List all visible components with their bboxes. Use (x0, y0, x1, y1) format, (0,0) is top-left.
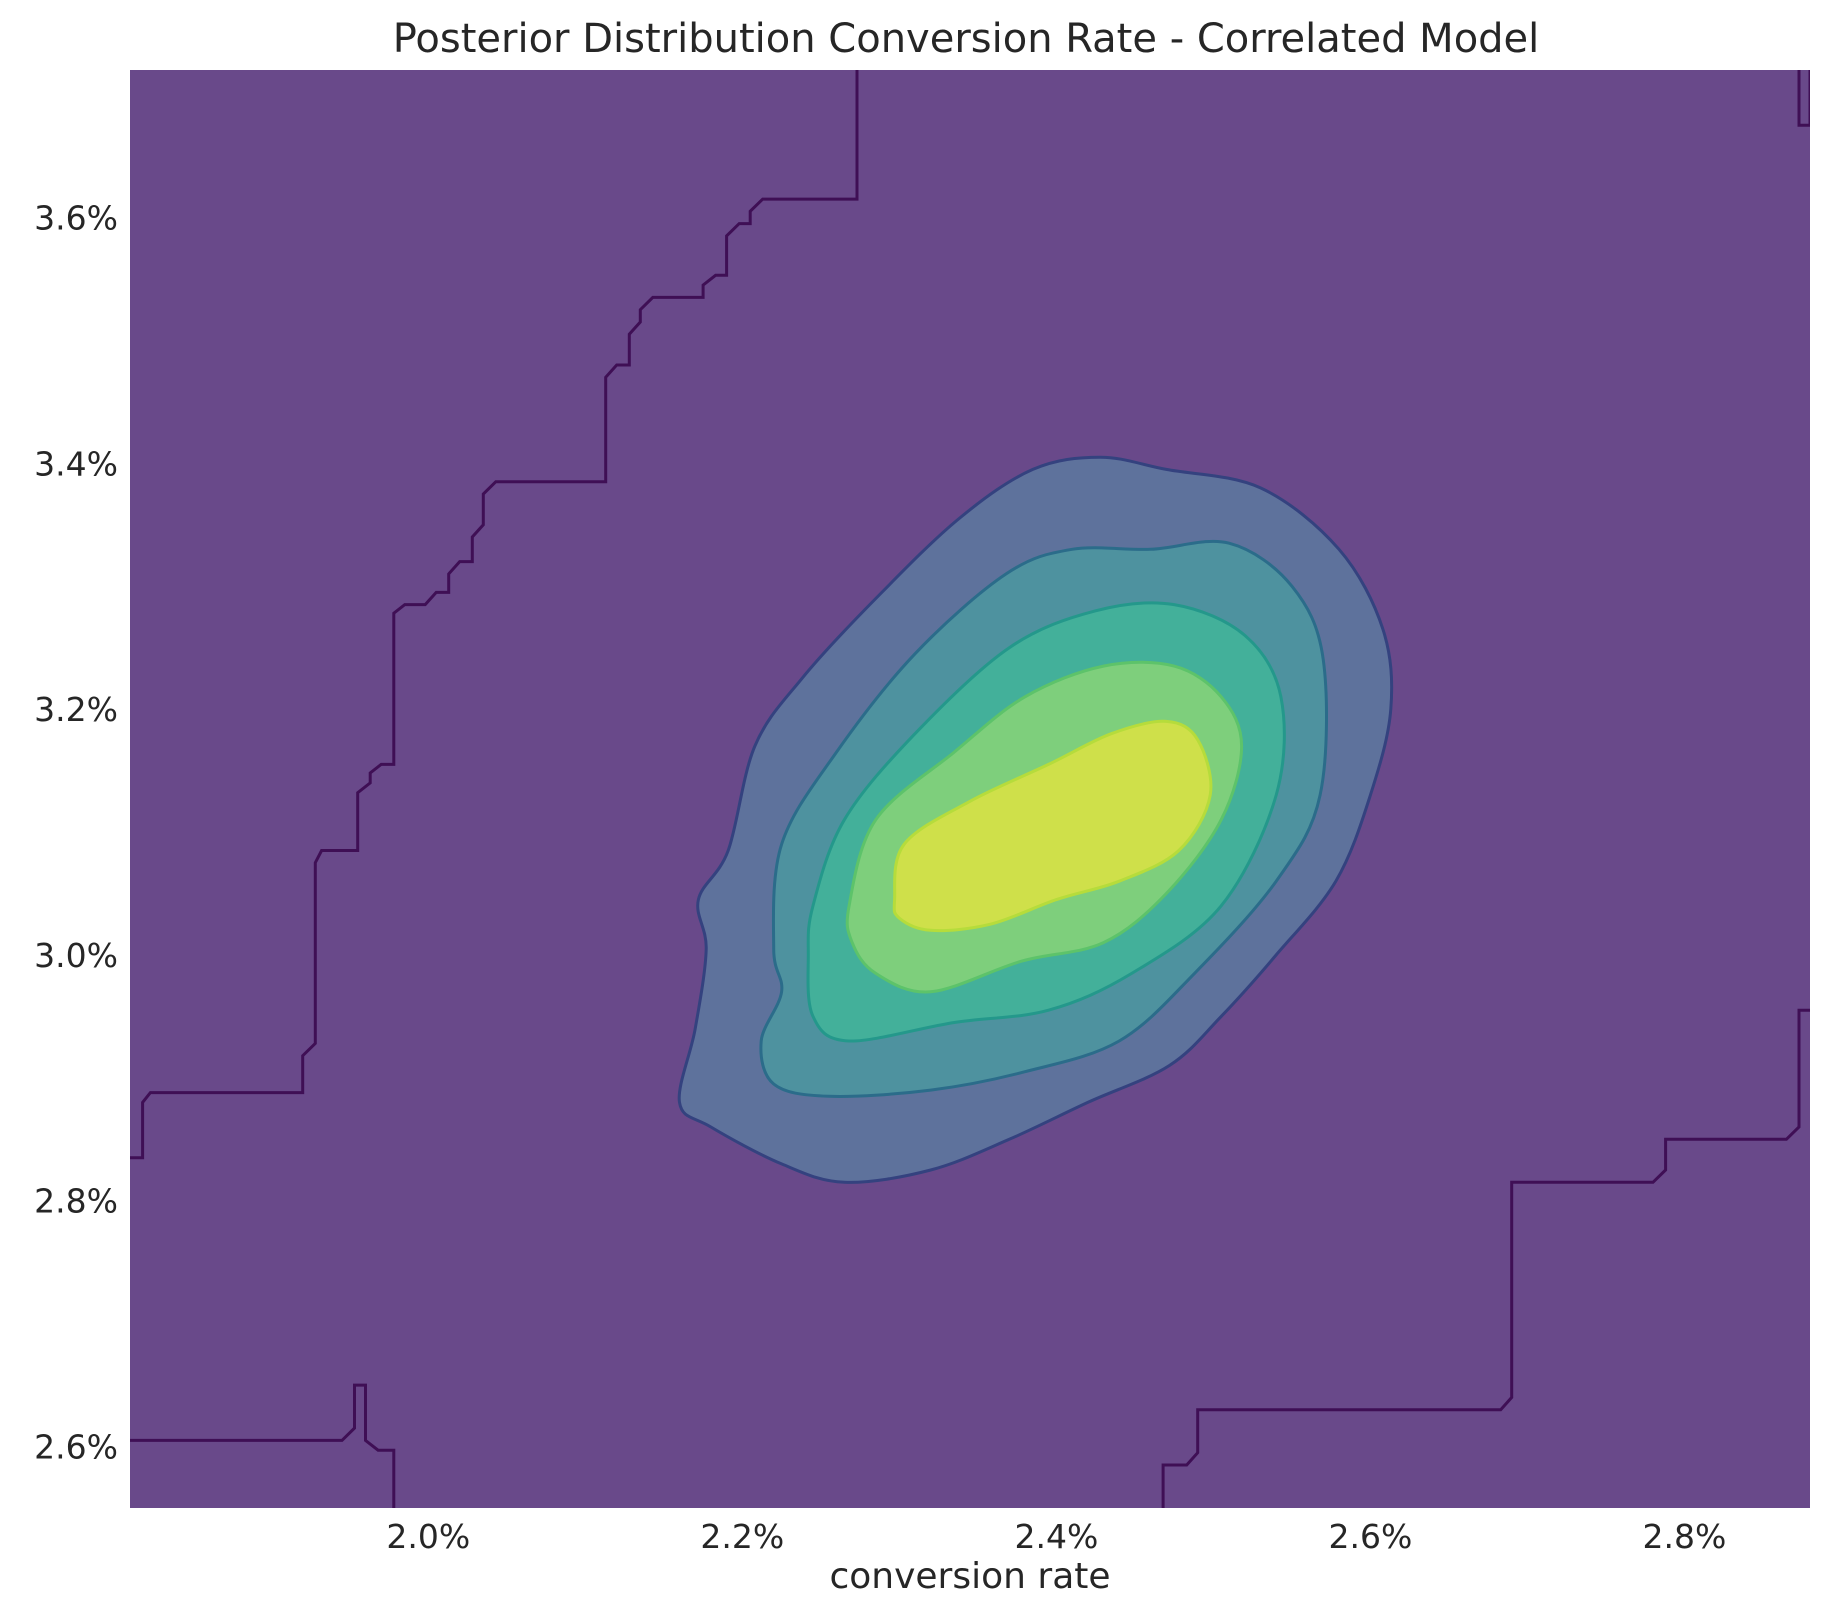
y-tick-label: 2.6% (34, 1428, 118, 1467)
y-axis-ticks: 2.6% 2.8% 3.0% 3.2% 3.4% 3.6% (34, 199, 118, 1467)
x-tick-label: 2.4% (1014, 1517, 1098, 1556)
outer-contour-segment-1 (1797, 70, 1810, 127)
x-axis-label: conversion rate (829, 1556, 1110, 1597)
x-tick-label: 2.2% (700, 1517, 784, 1556)
outer-contour-segment-3 (130, 1383, 396, 1508)
y-tick-label: 3.0% (34, 936, 118, 975)
contour-lines (677, 455, 1394, 1184)
y-tick-label: 3.4% (34, 444, 118, 483)
outer-contour-segment-2 (1161, 1008, 1810, 1508)
y-tick-label: 3.2% (34, 690, 118, 729)
contour-fill-level-5 (894, 721, 1211, 931)
contour-fills (679, 457, 1392, 1183)
y-tick-label: 3.6% (34, 199, 118, 238)
outer-contour-segment-0 (130, 70, 859, 1160)
x-axis-ticks: 2.0% 2.2% 2.4% 2.6% 2.8% (386, 1517, 1726, 1556)
x-tick-label: 2.0% (386, 1517, 470, 1556)
x-tick-label: 2.6% (1328, 1517, 1412, 1556)
contour-line-level-2 (759, 539, 1328, 1098)
outer-contour-lines (130, 70, 1810, 1508)
contour-line-level-5 (892, 719, 1213, 933)
x-tick-label: 2.8% (1642, 1517, 1726, 1556)
y-tick-label: 2.8% (34, 1182, 118, 1221)
contour-line-level-3 (806, 601, 1286, 1043)
contour-line-level-4 (845, 660, 1244, 994)
contour-line-level-1 (677, 455, 1394, 1184)
chart-title: Posterior Distribution Conversion Rate -… (393, 16, 1540, 62)
